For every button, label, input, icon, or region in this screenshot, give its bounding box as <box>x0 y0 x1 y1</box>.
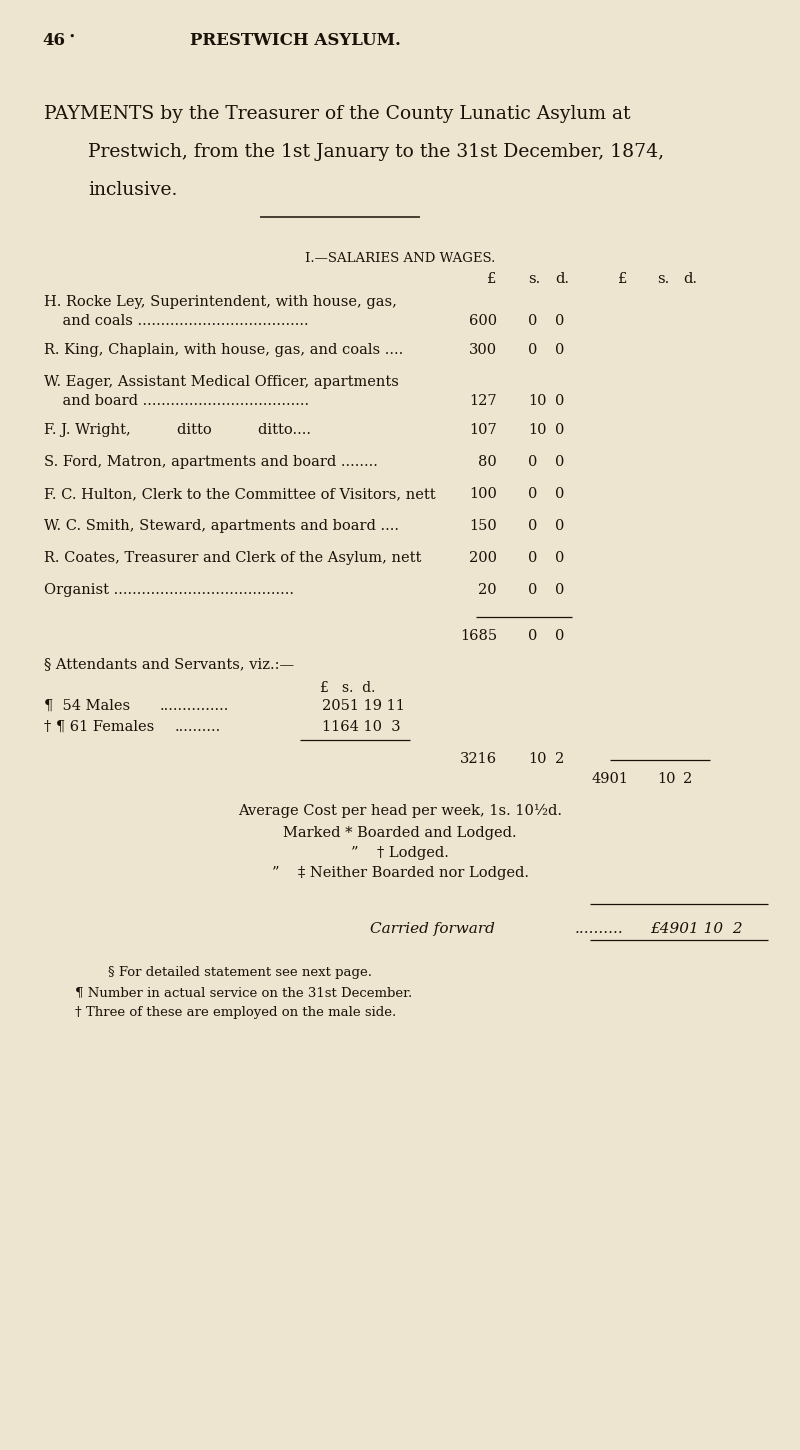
Text: 0: 0 <box>528 455 538 468</box>
Text: 1164 10  3: 1164 10 3 <box>322 721 401 734</box>
Text: † ¶ 61 Females: † ¶ 61 Females <box>44 721 154 734</box>
Text: ¶  54 Males: ¶ 54 Males <box>44 699 130 713</box>
Text: W. C. Smith, Steward, apartments and board ....: W. C. Smith, Steward, apartments and boa… <box>44 519 399 534</box>
Text: and coals .....................................: and coals ..............................… <box>44 315 309 328</box>
Text: 10: 10 <box>657 771 675 786</box>
Text: W. Eager, Assistant Medical Officer, apartments: W. Eager, Assistant Medical Officer, apa… <box>44 376 399 389</box>
Text: 0: 0 <box>528 519 538 534</box>
Text: 46: 46 <box>42 32 65 49</box>
Text: 10: 10 <box>528 423 546 436</box>
Text: ..........: .......... <box>575 922 624 937</box>
Text: 2: 2 <box>683 771 692 786</box>
Text: 0: 0 <box>555 344 564 357</box>
Text: ...............: ............... <box>160 699 230 713</box>
Text: 80: 80 <box>478 455 497 468</box>
Text: 0: 0 <box>528 315 538 328</box>
Text: PAYMENTS by the Treasurer of the County Lunatic Asylum at: PAYMENTS by the Treasurer of the County … <box>44 104 630 123</box>
Text: 0: 0 <box>555 551 564 566</box>
Text: F. C. Hulton, Clerk to the Committee of Visitors, nett: F. C. Hulton, Clerk to the Committee of … <box>44 487 436 502</box>
Text: Average Cost per head per week, 1s. 10½d.: Average Cost per head per week, 1s. 10½d… <box>238 803 562 818</box>
Text: § Attendants and Servants, viz.:—: § Attendants and Servants, viz.:— <box>44 657 294 671</box>
Text: 0: 0 <box>555 519 564 534</box>
Text: ”    ‡ Neither Boarded nor Lodged.: ” ‡ Neither Boarded nor Lodged. <box>271 866 529 880</box>
Text: 0: 0 <box>528 583 538 597</box>
Text: † Three of these are employed on the male side.: † Three of these are employed on the mal… <box>75 1006 396 1019</box>
Text: £: £ <box>618 273 627 286</box>
Text: 10: 10 <box>528 394 546 407</box>
Text: •: • <box>68 32 74 42</box>
Text: 0: 0 <box>555 487 564 502</box>
Text: 107: 107 <box>470 423 497 436</box>
Text: 0: 0 <box>528 344 538 357</box>
Text: s.: s. <box>528 273 540 286</box>
Text: R. King, Chaplain, with house, gas, and coals ....: R. King, Chaplain, with house, gas, and … <box>44 344 403 357</box>
Text: 0: 0 <box>528 551 538 566</box>
Text: 0: 0 <box>528 487 538 502</box>
Text: and board ....................................: and board ..............................… <box>44 394 309 407</box>
Text: 200: 200 <box>469 551 497 566</box>
Text: d.: d. <box>683 273 697 286</box>
Text: 0: 0 <box>528 629 538 642</box>
Text: inclusive.: inclusive. <box>88 181 178 199</box>
Text: £   s.  d.: £ s. d. <box>320 682 375 695</box>
Text: 300: 300 <box>469 344 497 357</box>
Text: Marked * Boarded and Lodged.: Marked * Boarded and Lodged. <box>283 826 517 840</box>
Text: § For detailed statement see next page.: § For detailed statement see next page. <box>108 966 372 979</box>
Text: 20: 20 <box>478 583 497 597</box>
Text: 0: 0 <box>555 583 564 597</box>
Text: Organist .......................................: Organist ...............................… <box>44 583 294 597</box>
Text: Carried forward: Carried forward <box>370 922 495 937</box>
Text: £4901 10  2: £4901 10 2 <box>650 922 742 937</box>
Text: 2: 2 <box>555 753 564 766</box>
Text: 0: 0 <box>555 394 564 407</box>
Text: 0: 0 <box>555 315 564 328</box>
Text: ..........: .......... <box>175 721 222 734</box>
Text: H. Rocke Ley, Superintendent, with house, gas,: H. Rocke Ley, Superintendent, with house… <box>44 294 397 309</box>
Text: ”    † Lodged.: ” † Lodged. <box>351 845 449 860</box>
Text: 0: 0 <box>555 455 564 468</box>
Text: s.: s. <box>657 273 670 286</box>
Text: d.: d. <box>555 273 569 286</box>
Text: ¶ Number in actual service on the 31st December.: ¶ Number in actual service on the 31st D… <box>75 986 412 999</box>
Text: 2051 19 11: 2051 19 11 <box>322 699 405 713</box>
Text: F. J. Wright,          ditto          ditto....: F. J. Wright, ditto ditto.... <box>44 423 311 436</box>
Text: Prestwich, from the 1st January to the 31st December, 1874,: Prestwich, from the 1st January to the 3… <box>88 144 664 161</box>
Text: 0: 0 <box>555 423 564 436</box>
Text: 150: 150 <box>470 519 497 534</box>
Text: 10: 10 <box>528 753 546 766</box>
Text: £: £ <box>487 273 496 286</box>
Text: 0: 0 <box>555 629 564 642</box>
Text: 4901: 4901 <box>591 771 628 786</box>
Text: S. Ford, Matron, apartments and board ........: S. Ford, Matron, apartments and board ..… <box>44 455 378 468</box>
Text: R. Coates, Treasurer and Clerk of the Asylum, nett: R. Coates, Treasurer and Clerk of the As… <box>44 551 422 566</box>
Text: 3216: 3216 <box>460 753 497 766</box>
Text: I.—SALARIES AND WAGES.: I.—SALARIES AND WAGES. <box>305 252 495 265</box>
Text: 600: 600 <box>469 315 497 328</box>
Text: PRESTWICH ASYLUM.: PRESTWICH ASYLUM. <box>190 32 401 49</box>
Text: 127: 127 <box>470 394 497 407</box>
Text: 1685: 1685 <box>460 629 497 642</box>
Text: 100: 100 <box>469 487 497 502</box>
